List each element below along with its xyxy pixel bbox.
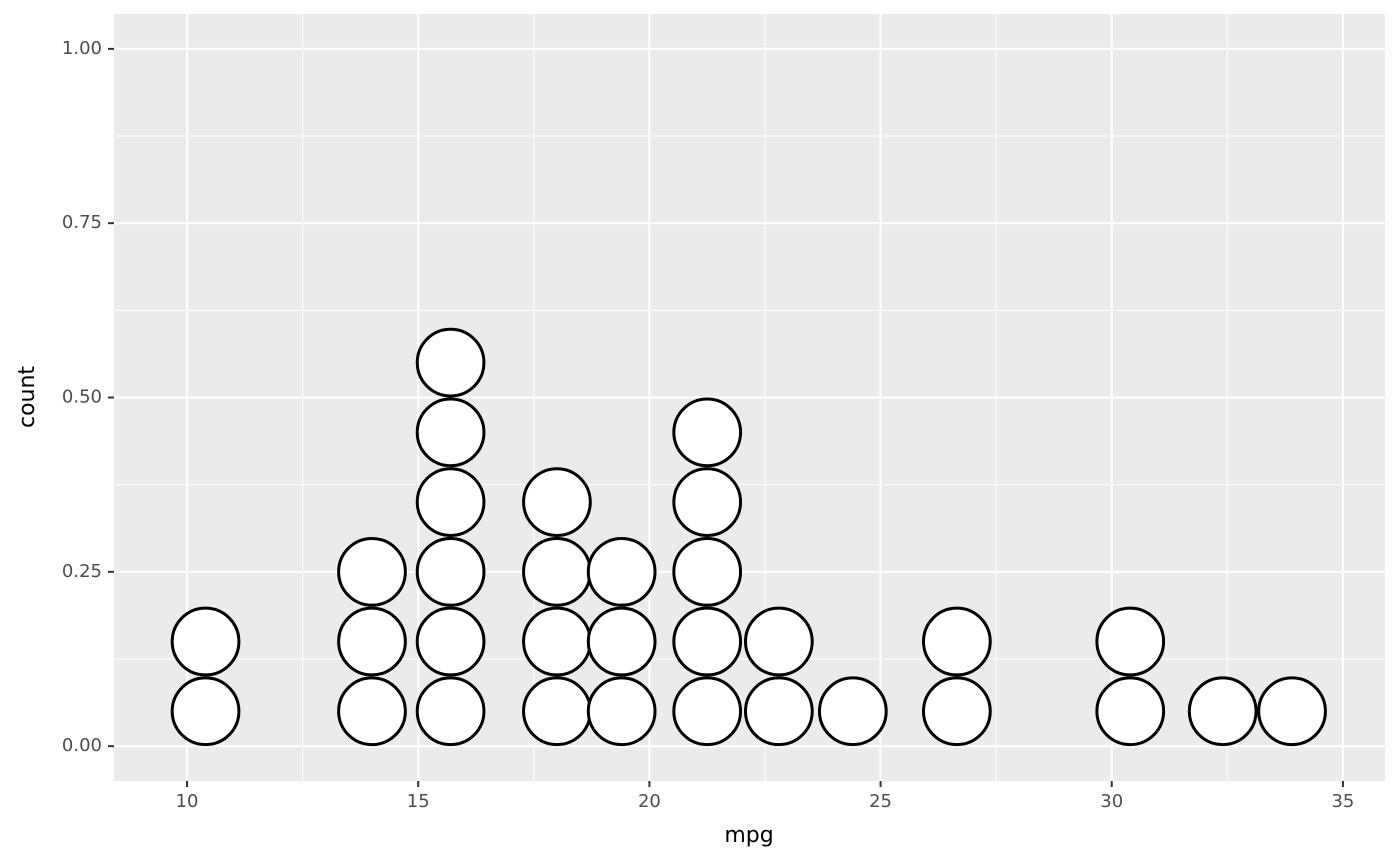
dot	[337, 676, 407, 747]
dot	[1187, 676, 1258, 747]
y-tick-label: 0.00	[62, 735, 102, 756]
dot	[415, 327, 486, 398]
dot	[922, 676, 992, 747]
dot	[922, 606, 992, 677]
dot	[1257, 676, 1327, 747]
x-tick-label: 35	[1331, 791, 1354, 812]
dot	[1095, 676, 1166, 747]
dot	[1095, 606, 1166, 677]
dot	[522, 676, 592, 747]
dot	[743, 676, 814, 747]
dot	[170, 606, 241, 677]
x-axis-title: mpg	[724, 823, 773, 848]
dot	[586, 536, 657, 607]
dot	[337, 606, 407, 677]
dot	[415, 467, 486, 537]
dot	[170, 676, 241, 747]
dot	[415, 397, 486, 468]
x-tick-label: 10	[176, 791, 199, 812]
dot	[743, 606, 814, 677]
dot	[672, 676, 743, 747]
y-tick-label: 1.00	[62, 38, 102, 59]
dot	[817, 676, 888, 747]
y-tick-label: 0.50	[62, 387, 102, 408]
dot	[522, 606, 592, 677]
dot	[672, 397, 743, 468]
y-axis-title: count	[15, 366, 40, 428]
dot	[586, 676, 657, 747]
x-tick-label: 30	[1100, 791, 1123, 812]
dot	[522, 536, 592, 607]
dot	[672, 606, 743, 677]
dot	[586, 606, 657, 677]
dot	[415, 536, 486, 607]
dot	[415, 676, 486, 747]
y-tick-label: 0.25	[62, 561, 102, 582]
x-tick-label: 15	[407, 791, 430, 812]
y-tick-label: 0.75	[62, 212, 102, 233]
x-tick-label: 25	[869, 791, 892, 812]
x-tick-label: 20	[638, 791, 661, 812]
dot	[522, 467, 592, 537]
dot	[672, 467, 743, 537]
dot	[672, 536, 743, 607]
dot	[415, 606, 486, 677]
dot	[337, 536, 407, 607]
